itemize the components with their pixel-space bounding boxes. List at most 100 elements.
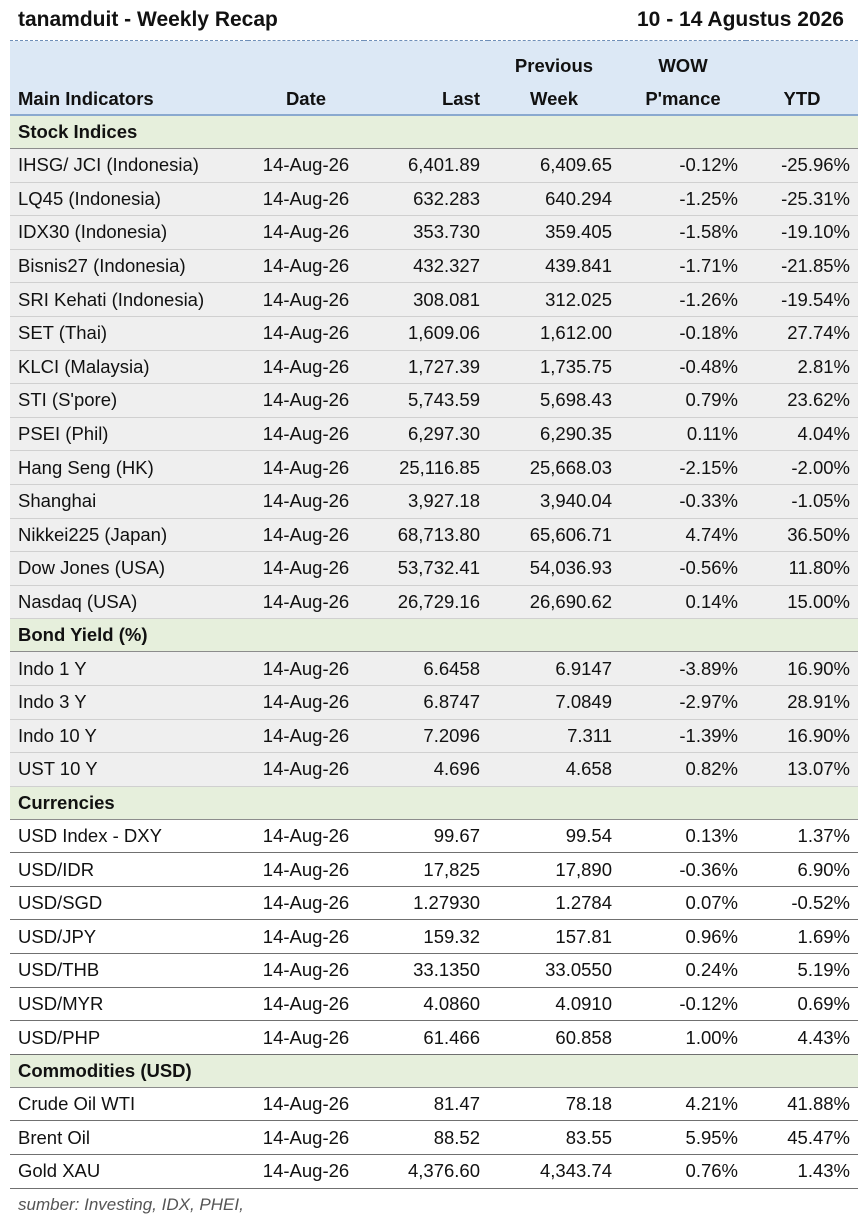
ytd-performance: 27.74% <box>746 316 858 351</box>
last-value: 432.327 <box>364 249 488 284</box>
ytd-performance: 11.80% <box>746 551 858 586</box>
previous-week-value: 1,735.75 <box>488 350 620 385</box>
indicator-name: Dow Jones (USA) <box>10 551 248 586</box>
header-ytd: YTD <box>746 77 858 116</box>
table-row: Indo 1 Y 14-Aug-26 6.6458 6.9147 -3.89% 16.90… <box>10 651 858 686</box>
last-value: 6,297.30 <box>364 417 488 452</box>
wow-performance: 4.21% <box>620 1087 746 1122</box>
last-value: 4.696 <box>364 752 488 787</box>
last-value: 159.32 <box>364 919 488 955</box>
date-cell: 14-Aug-26 <box>248 350 364 385</box>
previous-week-value: 65,606.71 <box>488 518 620 553</box>
ytd-performance: -0.52% <box>746 886 858 921</box>
indicator-name: Bisnis27 (Indonesia) <box>10 249 248 284</box>
last-value: 68,713.80 <box>364 518 488 553</box>
ytd-performance: 4.04% <box>746 417 858 452</box>
table-row: Nikkei225 (Japan) 14-Aug-26 68,713.80 65,60… <box>10 518 858 553</box>
section-header: Commodities (USD) <box>10 1054 858 1088</box>
indicator-name: Shanghai <box>10 484 248 519</box>
table-row: USD/PHP 14-Aug-26 61.466 60.858 1.00% 4.43% <box>10 1020 858 1055</box>
wow-performance: -1.26% <box>620 282 746 317</box>
indicator-name: Brent Oil <box>10 1120 248 1156</box>
wow-performance: 0.76% <box>620 1154 746 1189</box>
last-value: 1,609.06 <box>364 316 488 351</box>
table-row: USD/JPY 14-Aug-26 159.32 157.81 0.96% 1.69% <box>10 919 858 955</box>
previous-week-value: 7.311 <box>488 719 620 754</box>
ytd-performance: 41.88% <box>746 1087 858 1122</box>
date-cell: 14-Aug-26 <box>248 383 364 418</box>
indicator-name: UST 10 Y <box>10 752 248 787</box>
table-row: USD Index - DXY 14-Aug-26 99.67 99.54 0.13% 1… <box>10 819 858 854</box>
wow-performance: 1.00% <box>620 1020 746 1055</box>
ytd-performance: -19.54% <box>746 282 858 317</box>
wow-performance: -0.18% <box>620 316 746 351</box>
title-bar: tanamduit - Weekly Recap 10 - 14 Agustus… <box>0 0 858 40</box>
table-row: Bisnis27 (Indonesia) 14-Aug-26 432.327 439.… <box>10 249 858 284</box>
previous-week-value: 83.55 <box>488 1120 620 1156</box>
previous-week-value: 60.858 <box>488 1020 620 1055</box>
table-row: Shanghai 14-Aug-26 3,927.18 3,940.04 -0.33% -… <box>10 484 858 519</box>
wow-performance: -3.89% <box>620 651 746 686</box>
indicator-name: Crude Oil WTI <box>10 1087 248 1122</box>
ytd-performance: -19.10% <box>746 215 858 250</box>
previous-week-value: 1.2784 <box>488 886 620 921</box>
table-row: USD/THB 14-Aug-26 33.1350 33.0550 0.24% 5.19% <box>10 953 858 988</box>
wow-performance: 0.07% <box>620 886 746 921</box>
indicator-name: STI (S'pore) <box>10 383 248 418</box>
table-row: PSEI (Phil) 14-Aug-26 6,297.30 6,290.35 0.11… <box>10 417 858 452</box>
previous-week-value: 4.658 <box>488 752 620 787</box>
date-cell: 14-Aug-26 <box>248 215 364 250</box>
wow-performance: 0.79% <box>620 383 746 418</box>
section-title: Commodities (USD) <box>10 1054 858 1088</box>
wow-performance: -0.12% <box>620 987 746 1022</box>
ytd-performance: -25.96% <box>746 148 858 183</box>
header-previous-week: Week <box>488 77 620 116</box>
indicator-name: SET (Thai) <box>10 316 248 351</box>
wow-performance: 0.13% <box>620 819 746 854</box>
previous-week-value: 6.9147 <box>488 651 620 686</box>
report-title: tanamduit - Weekly Recap <box>18 8 278 31</box>
date-cell: 14-Aug-26 <box>248 585 364 620</box>
header-wow-top: WOW <box>620 40 746 77</box>
wow-performance: -0.48% <box>620 350 746 385</box>
date-cell: 14-Aug-26 <box>248 685 364 720</box>
date-cell: 14-Aug-26 <box>248 450 364 485</box>
date-cell: 14-Aug-26 <box>248 651 364 686</box>
last-value: 7.2096 <box>364 719 488 754</box>
previous-week-value: 6,290.35 <box>488 417 620 452</box>
indicator-name: USD/SGD <box>10 886 248 921</box>
indicator-name: IDX30 (Indonesia) <box>10 215 248 250</box>
indicator-name: USD Index - DXY <box>10 819 248 854</box>
ytd-performance: -21.85% <box>746 249 858 284</box>
wow-performance: -2.15% <box>620 450 746 485</box>
last-value: 26,729.16 <box>364 585 488 620</box>
date-cell: 14-Aug-26 <box>248 282 364 317</box>
wow-performance: -1.25% <box>620 182 746 217</box>
report-period: 10 - 14 Agustus 2026 <box>637 8 844 31</box>
table-row: SET (Thai) 14-Aug-26 1,609.06 1,612.00 -0.18… <box>10 316 858 351</box>
table-row: SRI Kehati (Indonesia) 14-Aug-26 308.081 31… <box>10 282 858 317</box>
wow-performance: -0.12% <box>620 148 746 183</box>
last-value: 4,376.60 <box>364 1154 488 1189</box>
section-header: Currencies <box>10 786 858 820</box>
wow-performance: 0.24% <box>620 953 746 988</box>
previous-week-value: 4.0910 <box>488 987 620 1022</box>
previous-week-value: 1,612.00 <box>488 316 620 351</box>
last-value: 6.8747 <box>364 685 488 720</box>
ytd-performance: 4.43% <box>746 1020 858 1055</box>
last-value: 1,727.39 <box>364 350 488 385</box>
table-row: USD/IDR 14-Aug-26 17,825 17,890 -0.36% 6.90% <box>10 852 858 887</box>
previous-week-value: 359.405 <box>488 215 620 250</box>
date-cell: 14-Aug-26 <box>248 719 364 754</box>
last-value: 88.52 <box>364 1120 488 1156</box>
header-wow-pmance: P'mance <box>620 77 746 116</box>
previous-week-value: 5,698.43 <box>488 383 620 418</box>
section-title: Stock Indices <box>10 115 858 149</box>
source-note: sumber: Investing, IDX, PHEI, <box>18 1194 244 1214</box>
ytd-performance: 16.90% <box>746 719 858 754</box>
table-row: KLCI (Malaysia) 14-Aug-26 1,727.39 1,735.75… <box>10 350 858 385</box>
indicator-name: Indo 1 Y <box>10 651 248 686</box>
header-row-bottom: Main Indicators Date Last Week P'mance Y… <box>10 77 858 116</box>
ytd-performance: 0.69% <box>746 987 858 1022</box>
